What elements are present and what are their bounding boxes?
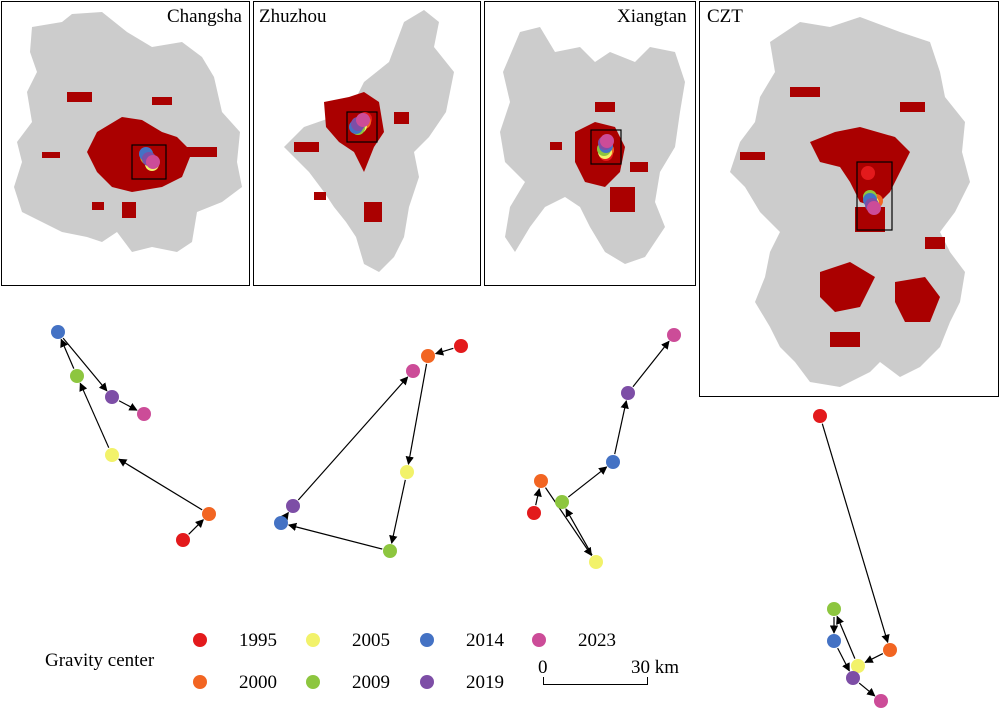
xiangtan-zoom-box [590,129,622,165]
zhuzhou-trajectory-arrow [280,511,289,522]
legend-label: 2005 [352,630,390,651]
czt-gravity-center-2014 [827,634,841,648]
zhuzhou-trajectory-arrow [297,376,409,501]
changsha-trajectory-arrow [60,338,75,369]
panel-title: CZT [707,6,743,27]
zhuzhou-gravity-center-2023 [406,364,420,378]
legend-marker [306,675,320,689]
czt-trajectory-arrow [836,615,856,659]
legend-marker [306,633,320,647]
legend-title: Gravity center [45,650,155,671]
zhuzhou-zoom-box [346,111,378,143]
zhuzhou-gravity-center-2014 [274,516,288,530]
map-gravity-center-2023 [146,155,160,169]
map-gravity-center-2023 [356,113,370,127]
czt-zoom-box [856,161,893,231]
xiangtan-gravity-center-2005 [589,555,603,569]
zhuzhou-gravity-center-2009 [383,544,397,558]
changsha-gravity-center-2023 [137,407,151,421]
zhuzhou-gravity-center-2019 [286,499,300,513]
xiangtan-trajectory-arrow [632,340,670,388]
czt-gravity-center-2000 [883,643,897,657]
panel-title: Changsha [167,6,242,27]
xiangtan-gravity-center-2023 [667,328,681,342]
scale-tick [647,677,648,685]
legend-label: 2014 [466,630,504,651]
czt-trajectory-arrow [821,423,890,644]
map-gravity-center-1995 [861,166,875,180]
scale-max-label: 30 km [631,657,680,678]
zhuzhou-gravity-center-2000 [421,349,435,363]
xiangtan-gravity-center-1995 [527,506,541,520]
zhuzhou-trajectory-arrow [287,522,383,550]
map-panel-xiangtan: Xiangtan [484,1,696,286]
xiangtan-trajectory-arrow [533,487,542,506]
zhuzhou-map [284,10,454,272]
zhuzhou-trajectory-arrow [434,347,454,356]
czt-gravity-center-2009 [827,602,841,616]
xiangtan-trajectory-arrow [544,487,593,557]
czt-trajectory-arrow [858,682,876,697]
scale-bar: 0 30 km [538,657,679,691]
zhuzhou-trajectory-arrow [405,363,428,465]
legend-marker [420,633,434,647]
czt-trajectory-arrow [837,647,850,672]
map-gravity-center-2023 [600,134,614,148]
legend-marker [532,633,546,647]
panel-title: Zhuzhou [259,6,327,27]
legend-marker [193,675,207,689]
zhuzhou-trajectory-arrow [389,479,406,545]
map-panel-zhuzhou: Zhuzhou [253,1,481,286]
zhuzhou-gravity-center-1995 [454,339,468,353]
czt-trajectory-arrow [864,653,884,663]
xiangtan-gravity-center-2014 [606,455,620,469]
scale-line [543,684,648,685]
changsha-gravity-center-2019 [105,390,119,404]
changsha-trajectory-arrow [188,519,204,535]
czt-gravity-center-2019 [846,671,860,685]
changsha-gravity-center-2005 [105,448,119,462]
changsha-trajectory-arrow [118,400,138,411]
panel-title: Xiangtan [617,6,687,27]
xiangtan-gravity-center-2000 [534,474,548,488]
map-panel-changsha: Changsha [1,1,250,286]
changsha-zoom-box [131,144,167,180]
legend-label: 2023 [578,630,616,651]
czt-map [730,17,970,387]
changsha-gravity-center-2000 [202,507,216,521]
changsha-trajectory-arrow [118,458,203,511]
czt-gravity-center-2023 [874,694,888,708]
xiangtan-gravity-center-2009 [555,495,569,509]
changsha-gravity-center-2014 [51,325,65,339]
changsha-gravity-center-2009 [70,369,84,383]
xiangtan-trajectory-arrow [565,508,593,556]
zhuzhou-gravity-center-2005 [400,465,414,479]
legend-label: 2000 [239,672,277,693]
map-gravity-center-2023 [867,201,881,215]
map-panel-czt: CZT [699,1,999,397]
legend-marker [420,675,434,689]
xiangtan-map [500,27,685,264]
changsha-gravity-center-1995 [176,533,190,547]
legend-label: 2009 [352,672,390,693]
changsha-map [14,12,242,252]
legend-marker [193,633,207,647]
xiangtan-trajectory-arrow [614,399,629,455]
scale-tick [543,677,544,685]
legend-label: 1995 [239,630,277,651]
czt-gravity-center-2005 [851,659,865,673]
legend-label: 2019 [466,672,504,693]
czt-gravity-center-1995 [813,409,827,423]
czt-urban [740,87,945,347]
scale-min-label: 0 [538,657,548,678]
xiangtan-gravity-center-2019 [621,386,635,400]
changsha-trajectory-arrow [62,337,108,392]
xiangtan-trajectory-arrow [567,466,608,498]
changsha-trajectory-arrow [79,382,110,448]
